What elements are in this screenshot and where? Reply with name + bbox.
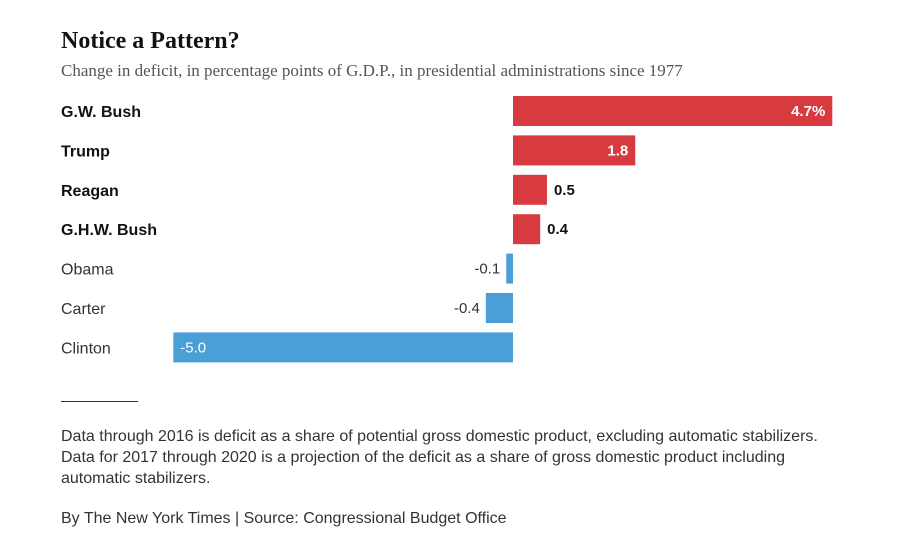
bar-chart: G.W. Bush 4.7% Trump 1.8 Reagan 0.5 G.H.W. Bus… bbox=[61, 96, 833, 363]
chart-subtitle: Change in deficit, in percentage points … bbox=[61, 61, 683, 80]
category-label-trump: Trump bbox=[61, 143, 110, 160]
footnote-divider bbox=[61, 401, 138, 402]
chart-title: Notice a Pattern? bbox=[61, 28, 240, 54]
source-credit: By The New York Times | Source: Congress… bbox=[61, 510, 507, 527]
category-label-reagan: Reagan bbox=[61, 183, 119, 200]
category-label-g-h-w-bush: G.H.W. Bush bbox=[61, 222, 157, 239]
value-label-clinton: -5.0 bbox=[180, 339, 206, 356]
category-label-g-w-bush: G.W. Bush bbox=[61, 104, 141, 121]
bar-g-w-bush bbox=[513, 96, 833, 126]
bar-clinton bbox=[173, 332, 514, 363]
bar-obama bbox=[506, 253, 513, 284]
value-label-trump: 1.8 bbox=[607, 142, 628, 159]
category-label-obama: Obama bbox=[61, 262, 114, 279]
footnote: Data through 2016 is deficit as a share … bbox=[61, 428, 818, 487]
value-label-g-w-bush: 4.7% bbox=[791, 103, 825, 120]
value-label-obama: -0.1 bbox=[474, 261, 500, 278]
bar-carter bbox=[485, 293, 513, 323]
value-label-reagan: 0.5 bbox=[554, 182, 575, 199]
bar-trump bbox=[513, 135, 636, 166]
value-label-g-h-w-bush: 0.4 bbox=[547, 221, 569, 238]
category-label-carter: Carter bbox=[61, 301, 106, 318]
category-label-clinton: Clinton bbox=[61, 340, 111, 357]
value-label-carter: -0.4 bbox=[454, 300, 480, 317]
bar-reagan bbox=[513, 174, 547, 205]
bar-g-h-w-bush bbox=[513, 214, 541, 245]
